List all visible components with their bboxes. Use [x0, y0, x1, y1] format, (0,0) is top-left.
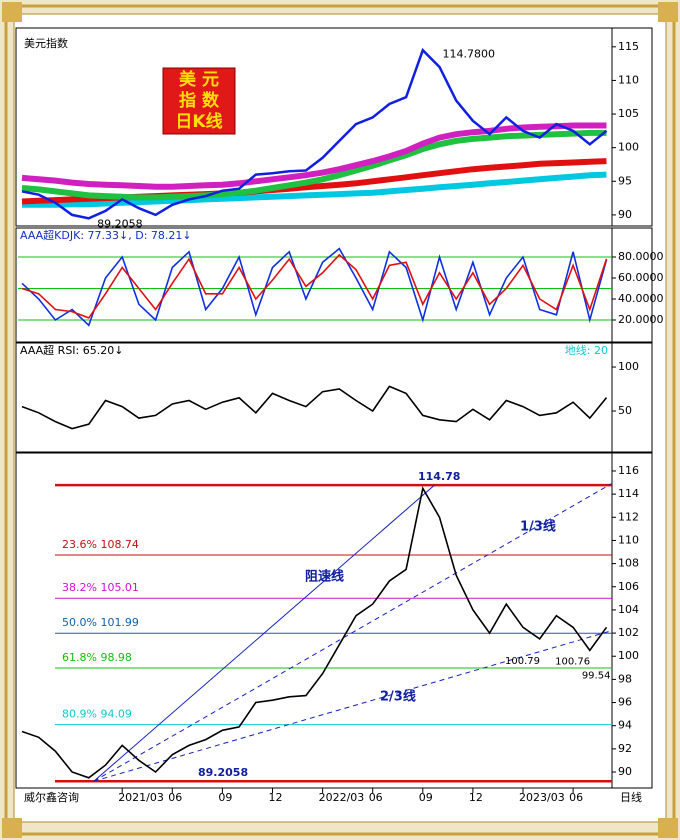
- level-label: 61.8% 98.98: [62, 651, 132, 664]
- x-tick-label: 09: [218, 791, 232, 804]
- y-tick-label: 60.0000: [618, 271, 664, 284]
- ornament: [2, 2, 22, 22]
- y-tick-label: 112: [618, 510, 639, 523]
- y-tick-label: 114: [618, 487, 639, 500]
- y-tick-label: 40.0000: [618, 292, 664, 305]
- y-tick-label: 102: [618, 626, 639, 639]
- panel-border: [15, 342, 653, 453]
- panel-border: [15, 452, 653, 789]
- level-label: 89.2058: [198, 766, 248, 779]
- y-tick-label: 98: [618, 672, 632, 685]
- y-tick-label: 108: [618, 557, 639, 570]
- box-text: 日K线: [175, 111, 222, 132]
- box-text: 美 元: [179, 69, 219, 90]
- y-tick-label: 100: [618, 360, 639, 373]
- series-line: [22, 171, 607, 208]
- y-tick-label: 115: [618, 40, 639, 53]
- chart-title: 美元指数: [24, 36, 68, 50]
- y-tick-label: 110: [618, 73, 639, 86]
- series-line: [21, 385, 608, 430]
- trend-label: 阻速线: [305, 569, 344, 585]
- ornament: [2, 818, 22, 838]
- y-tick-label: 94: [618, 719, 632, 732]
- y-tick-label: 20.0000: [618, 313, 664, 326]
- ornament: [658, 2, 678, 22]
- level-label: 23.6% 108.74: [62, 538, 139, 551]
- low-label: 100.76: [555, 656, 590, 667]
- series-line: [21, 247, 608, 327]
- y-tick-label: 80.0000: [618, 250, 664, 263]
- y-tick-label: 110: [618, 533, 639, 546]
- y-tick-label: 100: [618, 141, 639, 154]
- series-line: [21, 47, 608, 220]
- y-tick-label: 100: [618, 649, 639, 662]
- y-tick-label: 90: [618, 208, 632, 221]
- x-tick-label: 06: [168, 791, 182, 804]
- footer: 威尔鑫咨询: [24, 790, 79, 804]
- trend-line: [93, 483, 612, 782]
- y-tick-label: 105: [618, 107, 639, 120]
- level-label: 80.9% 94.09: [62, 708, 132, 721]
- level-label: 38.2% 105.01: [62, 581, 139, 594]
- y-tick-label: 106: [618, 580, 639, 593]
- panel-title: AAA超 RSI: 65.20↓: [20, 343, 123, 357]
- low-label: 99.54: [582, 671, 611, 682]
- x-tick-label: 2021/03: [118, 791, 164, 804]
- frame-border: [4, 4, 676, 836]
- y-tick-label: 116: [618, 464, 639, 477]
- trend-label: 1/3线: [520, 519, 556, 535]
- y-tick-label: 95: [618, 174, 632, 187]
- level-label: 114.78: [418, 470, 460, 483]
- peak-label: 114.7800: [442, 47, 495, 60]
- series-line: [21, 129, 607, 201]
- y-tick-label: 92: [618, 742, 632, 755]
- trough-label: 89.2058: [97, 217, 142, 230]
- y-tick-label: 96: [618, 696, 632, 709]
- x-tick-label: 2022/03: [319, 791, 365, 804]
- series-line: [21, 253, 608, 319]
- y-tick-label: 90: [618, 765, 632, 778]
- chart-area: [13, 13, 667, 823]
- series-line: [21, 122, 607, 190]
- y-tick-label: 104: [618, 603, 639, 616]
- x-tick-label: 06: [369, 791, 383, 804]
- ornament: [658, 818, 678, 838]
- low-label: 100.79: [505, 656, 540, 667]
- panel-border: [15, 227, 653, 343]
- panel-title: AAA超KDJK: 77.33↓, D: 78.21↓: [20, 228, 192, 242]
- panel-border: [15, 27, 653, 227]
- y-tick-label: 50: [618, 404, 632, 417]
- x-tick-label: 12: [469, 791, 483, 804]
- title-box: [162, 67, 236, 135]
- period: 日线: [620, 790, 642, 804]
- box-text: 指 数: [179, 90, 220, 111]
- x-tick-label: 2023/03: [519, 791, 565, 804]
- trend-line: [93, 484, 435, 782]
- x-tick-label: 09: [419, 791, 433, 804]
- panel-subtitle: 地线: 20: [565, 343, 608, 357]
- x-tick-label: 06: [569, 791, 583, 804]
- x-tick-label: 12: [269, 791, 283, 804]
- trend-label: 2/3线: [380, 689, 416, 705]
- level-label: 50.0% 101.99: [62, 616, 139, 629]
- series-line: [21, 486, 608, 779]
